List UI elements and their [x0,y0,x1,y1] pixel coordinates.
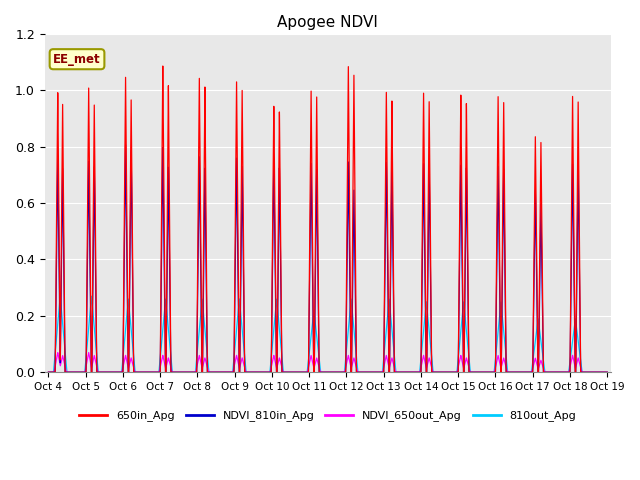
Legend: 650in_Apg, NDVI_810in_Apg, NDVI_650out_Apg, 810out_Apg: 650in_Apg, NDVI_810in_Apg, NDVI_650out_A… [75,406,580,426]
Text: EE_met: EE_met [53,53,101,66]
Title: Apogee NDVI: Apogee NDVI [277,15,378,30]
